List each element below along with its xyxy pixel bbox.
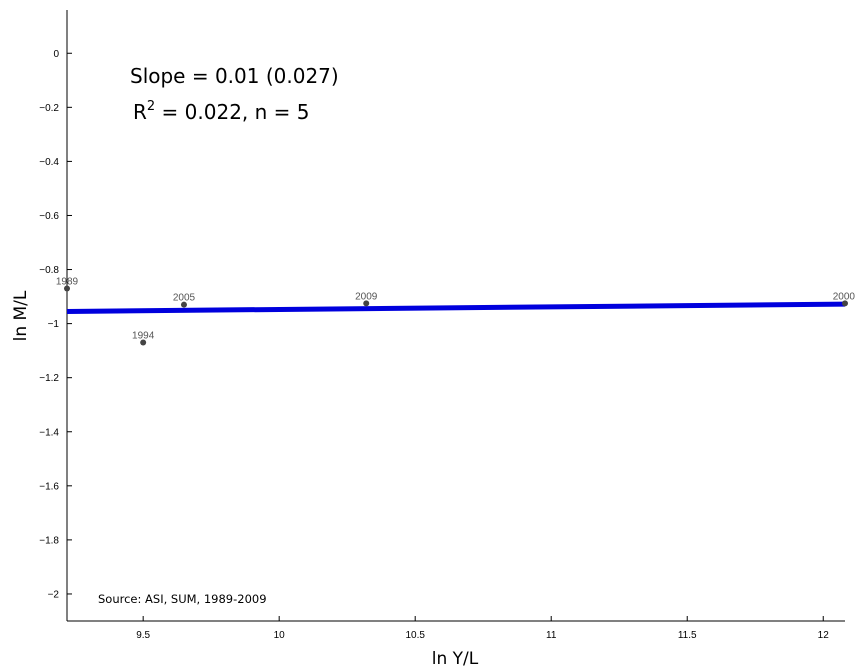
source-note: Source: ASI, SUM, 1989-2009 <box>98 592 267 606</box>
y-tick-label: −1.2 <box>39 373 59 384</box>
x-tick-label: 10.5 <box>405 630 425 641</box>
r-squared-annotation: R2 = 0.022, n = 5 <box>133 99 310 124</box>
y-tick-label: −1.6 <box>39 481 59 492</box>
r2-value: = 0.022, n = 5 <box>155 100 309 124</box>
y-tick-label: −1.8 <box>39 535 59 546</box>
data-point <box>180 301 187 308</box>
y-axis-title: ln M/L <box>11 290 31 341</box>
x-tick-label: 11.5 <box>678 630 697 641</box>
y-tick-label: −0.2 <box>39 103 59 114</box>
r2-superscript: 2 <box>147 99 155 114</box>
point-label: 2000 <box>833 291 856 302</box>
point-label: 2009 <box>355 291 378 302</box>
point-label: 2005 <box>173 293 196 304</box>
x-tick-label: 11 <box>546 630 557 641</box>
x-ticks: 9.5 10 10.5 11 11.5 12 <box>136 616 829 641</box>
point-label: 1994 <box>132 331 155 342</box>
data-point <box>842 300 848 307</box>
y-tick-label: −0.4 <box>39 157 59 168</box>
y-tick-label: −2 <box>48 589 60 600</box>
y-tick-label: 0 <box>53 49 59 60</box>
r2-symbol: R <box>133 100 147 124</box>
x-tick-label: 12 <box>818 630 830 641</box>
data-point <box>363 300 370 307</box>
x-axis-title: ln Y/L <box>432 649 479 669</box>
slope-annotation: Slope = 0.01 (0.027) <box>130 64 339 88</box>
regression-line <box>66 301 846 314</box>
y-tick-label: −0.6 <box>39 211 59 222</box>
data-point <box>64 285 70 292</box>
axes <box>66 10 845 622</box>
point-label: 1989 <box>56 276 79 287</box>
y-ticks: 0 −0.2 −0.4 −0.6 −0.8 −1 −1.2 −1.4 −1.6 −1.8 −2 <box>39 49 72 600</box>
y-tick-label: −1 <box>48 319 60 330</box>
x-tick-label: 10 <box>274 630 286 641</box>
data-point <box>140 339 147 346</box>
y-tick-label: −0.8 <box>39 265 59 276</box>
y-tick-label: −1.4 <box>39 427 59 438</box>
x-tick-label: 9.5 <box>136 630 150 641</box>
data-points: 1989 1994 2005 2009 2000 <box>56 276 856 346</box>
